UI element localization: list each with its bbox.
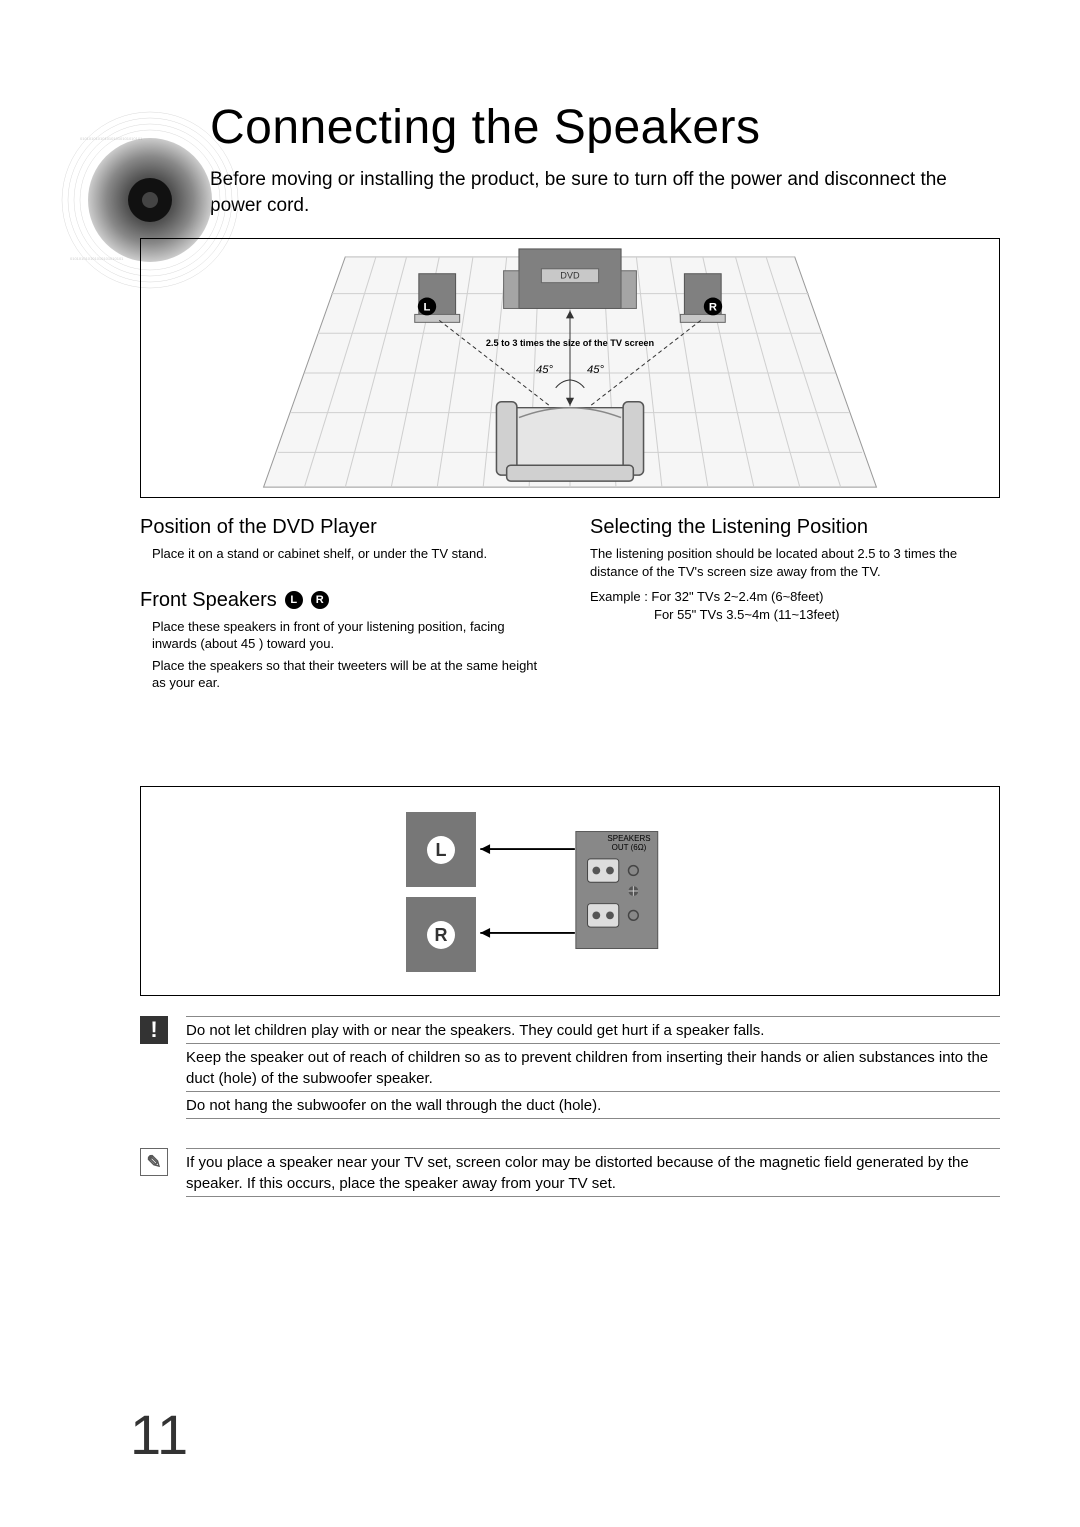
listening-example2: For 55" TVs 3.5~4m (11~13feet) [654, 607, 1000, 622]
diagram-r-badge: R [709, 302, 717, 314]
front-speakers-text1: Place these speakers in front of your li… [152, 618, 550, 653]
svg-text:0101010101010101010101010101: 0101010101010101010101010101 [80, 136, 143, 141]
connection-diagram: L R SPEAKERS OUT (6Ω) [140, 786, 1000, 996]
port-label-2: OUT (6Ω) [599, 844, 659, 852]
front-speakers-heading-text: Front Speakers [140, 589, 277, 612]
warning-line-3: Do not hang the subwoofer on the wall th… [186, 1095, 1000, 1119]
page-number: 11 [130, 1402, 188, 1467]
distance-label: 2.5 to 3 times the size of the TV screen [486, 339, 654, 349]
dvd-label: DVD [560, 271, 580, 281]
l-badge-icon: L [285, 591, 303, 609]
front-speakers-heading: Front Speakers LR [140, 589, 550, 612]
diagram-l-badge: L [424, 302, 431, 314]
note-body: If you place a speaker near your TV set,… [186, 1148, 1000, 1200]
listening-position-text: The listening position should be located… [590, 545, 1000, 580]
room-layout-diagram: DVD L R 2.5 to 3 times the size of the T… [140, 238, 1000, 498]
warning-icon: ! [140, 1016, 168, 1044]
note-line-1: If you place a speaker near your TV set,… [186, 1148, 1000, 1197]
warning-body: Do not let children play with or near th… [186, 1016, 1000, 1122]
intro-text: Before moving or installing the product,… [210, 167, 1000, 218]
front-speakers-text2: Place the speakers so that their tweeter… [152, 657, 550, 692]
r-badge-icon: R [311, 591, 329, 609]
svg-text:010101010101010101010101: 010101010101010101010101 [70, 256, 124, 261]
warning-line-2: Keep the speaker out of reach of childre… [186, 1047, 1000, 1092]
warning-line-1: Do not let children play with or near th… [186, 1016, 1000, 1044]
page-title: Connecting the Speakers [210, 100, 1000, 155]
angle-left: 45° [536, 364, 554, 376]
port-label-1: SPEAKERS [599, 835, 659, 843]
dvd-position-heading: Position of the DVD Player [140, 516, 550, 539]
dvd-position-text: Place it on a stand or cabinet shelf, or… [152, 545, 550, 563]
listening-position-heading: Selecting the Listening Position [590, 516, 1000, 539]
listening-example1: Example : For 32" TVs 2~2.4m (6~8feet) [590, 588, 1000, 606]
note-icon: ✎ [140, 1148, 168, 1176]
angle-right: 45° [587, 364, 605, 376]
